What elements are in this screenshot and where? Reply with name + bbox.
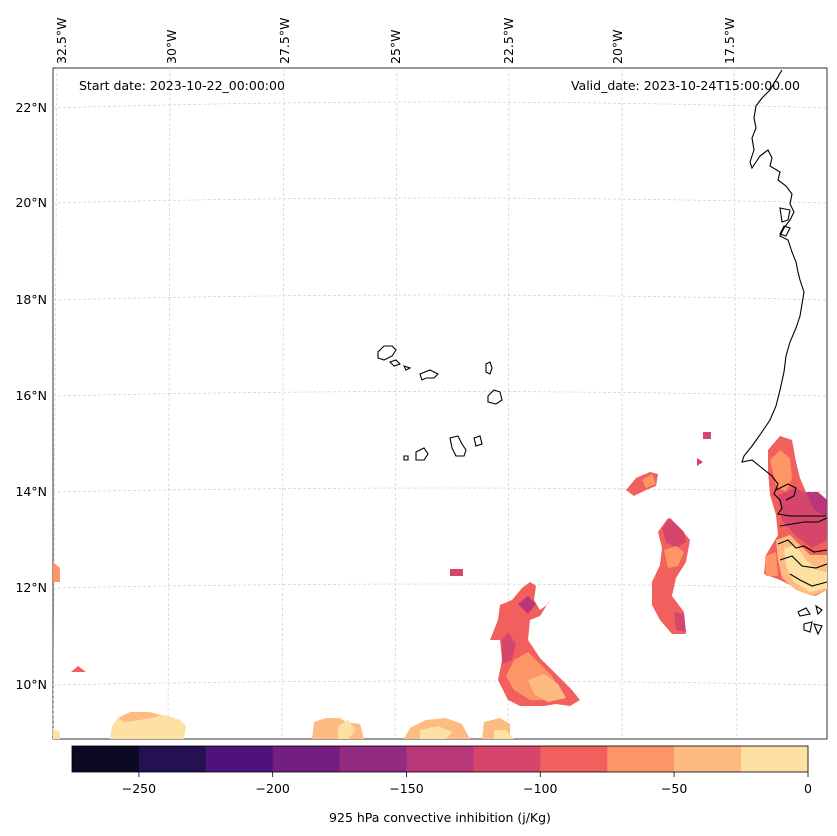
cin-patch [674, 612, 686, 632]
colorbar-swatch [540, 746, 608, 772]
coastline-guinea-bissau [777, 539, 828, 587]
cin-patch [662, 518, 686, 548]
cin-patch [53, 562, 60, 582]
lat-label-12n: 12°N [15, 580, 47, 595]
coastline-west-africa [741, 69, 826, 517]
cin-patch [784, 545, 827, 592]
colorbar-frame [71, 745, 809, 773]
lon-label-22-5w: 22.5°W [501, 18, 516, 64]
colorbar-swatch [406, 746, 474, 772]
map-frame [52, 67, 828, 740]
coastline-senegal-gambia [775, 483, 797, 501]
lat-label-16n: 16°N [15, 388, 47, 403]
lon-label-27-5w: 27.5°W [277, 18, 292, 64]
island-brava [403, 455, 409, 461]
lat-label-22n: 22°N [15, 100, 47, 115]
colorbar-swatches [72, 746, 809, 772]
colorbar-swatch [272, 746, 341, 772]
cin-patch [420, 726, 452, 739]
cin-patch [806, 492, 827, 516]
coastline-canaries [779, 207, 791, 237]
island-sao-vicente [388, 359, 402, 367]
start-date-label: Start date: 2023-10-22_00:00:00 [79, 78, 285, 93]
colorbar-swatch [473, 746, 541, 772]
cin-patch [338, 720, 356, 739]
lat-label-14n: 14°N [15, 484, 47, 499]
lat-label-10n: 10°N [15, 677, 47, 692]
cin-patch [53, 728, 60, 739]
colorbar-tick-label: −150 [389, 781, 423, 796]
colorbar-tick-label: −50 [661, 781, 687, 796]
colorbar-ticks [138, 772, 809, 777]
island-santa-luzia [402, 365, 412, 371]
island-santo-antao [377, 345, 397, 361]
cin-patch [71, 666, 86, 672]
cin-patch [518, 596, 536, 614]
lon-label-25w: 25°W [388, 29, 403, 64]
colorbar-swatch [138, 746, 207, 772]
island-santiago [449, 435, 467, 457]
colorbar-swatch [674, 746, 742, 772]
longitude-labels: 32.5°W 30°W 27.5°W 25°W 22.5°W 20°W 17.5… [54, 18, 737, 64]
cin-patch [765, 552, 778, 576]
coastlines [377, 69, 828, 636]
island-fogo [415, 447, 429, 461]
colorbar-tick-label: −100 [523, 781, 557, 796]
cin-patch [703, 432, 711, 439]
cin-patch [502, 632, 516, 664]
colorbar-tick-label: 0 [804, 781, 812, 796]
island-maio [473, 435, 483, 447]
cin-patch [664, 546, 684, 568]
coastline-gambia-river [779, 517, 828, 527]
colorbar-swatch [339, 746, 408, 772]
cin-patch [118, 712, 160, 722]
colorbar-swatch [205, 746, 274, 772]
island-sal [485, 361, 493, 375]
colorbar-swatch [72, 746, 140, 772]
graticule [52, 67, 828, 740]
colorbar-swatch [607, 746, 675, 772]
lat-label-18n: 18°N [15, 292, 47, 307]
cin-patch [450, 569, 463, 576]
cin-patch [652, 518, 690, 634]
cin-patch [642, 474, 656, 488]
island-sao-nicolau [419, 369, 439, 381]
coastline-islands-bijagos [797, 604, 823, 636]
cin-patch [494, 730, 514, 739]
latitude-labels: 22°N 20°N 18°N 16°N 14°N 12°N 10°N [15, 100, 47, 692]
colorbar-swatch [741, 746, 809, 772]
cin-patch [697, 458, 703, 466]
colorbar-label: 925 hPa convective inhibition (j/Kg) [329, 810, 551, 825]
colorbar-tick-label: −250 [122, 781, 156, 796]
lat-label-20n: 20°N [15, 195, 47, 210]
cin-patch [528, 674, 566, 702]
island-boa-vista [487, 389, 503, 405]
colorbar-tick-labels: −250 −200 −150 −100 −50 0 [122, 781, 812, 796]
colorbar-tick-label: −200 [256, 781, 290, 796]
lon-label-32-5w: 32.5°W [54, 18, 69, 64]
lon-label-17-5w: 17.5°W [722, 18, 737, 64]
lon-label-20w: 20°W [610, 29, 625, 64]
valid-date-label: Valid_date: 2023-10-24T15:00:00.00 [571, 78, 800, 93]
lon-label-30w: 30°W [164, 29, 179, 64]
